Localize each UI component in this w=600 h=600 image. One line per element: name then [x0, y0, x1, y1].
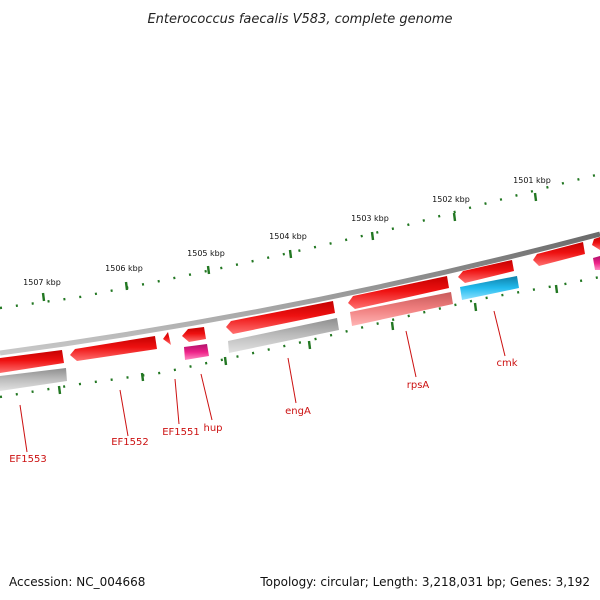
- category-ef1553: [0, 368, 67, 391]
- gene-label-ef1551[interactable]: EF1551: [162, 427, 200, 438]
- gene-unlabeled-2[interactable]: [533, 242, 585, 266]
- inner-major-ticks: [57, 284, 559, 395]
- gene-unlabeled-3[interactable]: [592, 237, 600, 250]
- gene-leader-lines: [19, 310, 506, 453]
- scale-label-1502: 1502 kbp: [432, 195, 470, 204]
- topology-text: Topology: circular; Length: 3,218,031 bp…: [259, 575, 590, 589]
- gene-hup[interactable]: [182, 327, 206, 342]
- outer-scale-track: [0, 172, 600, 310]
- gene-label-enga[interactable]: engA: [285, 406, 311, 417]
- gene-rpsa[interactable]: [348, 276, 449, 309]
- scale-label-1501: 1501 kbp: [513, 176, 551, 185]
- scale-label-1504: 1504 kbp: [269, 232, 307, 241]
- gene-ef1552[interactable]: [70, 336, 157, 361]
- inner-minor-ticks: [0, 275, 600, 399]
- outer-major-ticks: [41, 192, 538, 302]
- category-cmk: [460, 276, 519, 300]
- category-enga: [228, 318, 339, 353]
- accession-text: Accession: NC_004668: [9, 575, 145, 589]
- map-title: Enterococcus faecalis V583, complete gen…: [147, 12, 452, 27]
- gene-ef1553[interactable]: [0, 350, 64, 373]
- gene-label-rpsa[interactable]: rpsA: [407, 380, 430, 391]
- gene-label-ef1552[interactable]: EF1552: [111, 437, 149, 448]
- gene-label-cmk[interactable]: cmk: [496, 358, 517, 369]
- gene-label-ef1553[interactable]: EF1553: [9, 454, 47, 465]
- gene-unlabeled-1[interactable]: [458, 260, 514, 283]
- category-rpsa: [350, 292, 453, 326]
- gene-ef1551[interactable]: [163, 332, 171, 345]
- category-strand: [0, 256, 600, 391]
- scale-label-1505: 1505 kbp: [187, 249, 225, 258]
- inner-scale-track: [0, 275, 600, 399]
- gene-enga[interactable]: [226, 301, 335, 334]
- scale-label-1507: 1507 kbp: [23, 278, 61, 287]
- category-unlabeled-3: [593, 256, 600, 270]
- scale-label-1503: 1503 kbp: [351, 214, 389, 223]
- scale-label-1506: 1506 kbp: [105, 264, 143, 273]
- forward-strand-genes: [0, 237, 600, 373]
- gene-label-hup[interactable]: hup: [203, 423, 222, 434]
- category-hup: [184, 344, 209, 360]
- scale-labels: 1507 kbp 1506 kbp 1505 kbp 1504 kbp 1503…: [23, 176, 551, 287]
- genome-backbone: [0, 231, 600, 356]
- gene-labels: EF1553 EF1552 EF1551 hup engA rpsA cmk: [9, 358, 517, 465]
